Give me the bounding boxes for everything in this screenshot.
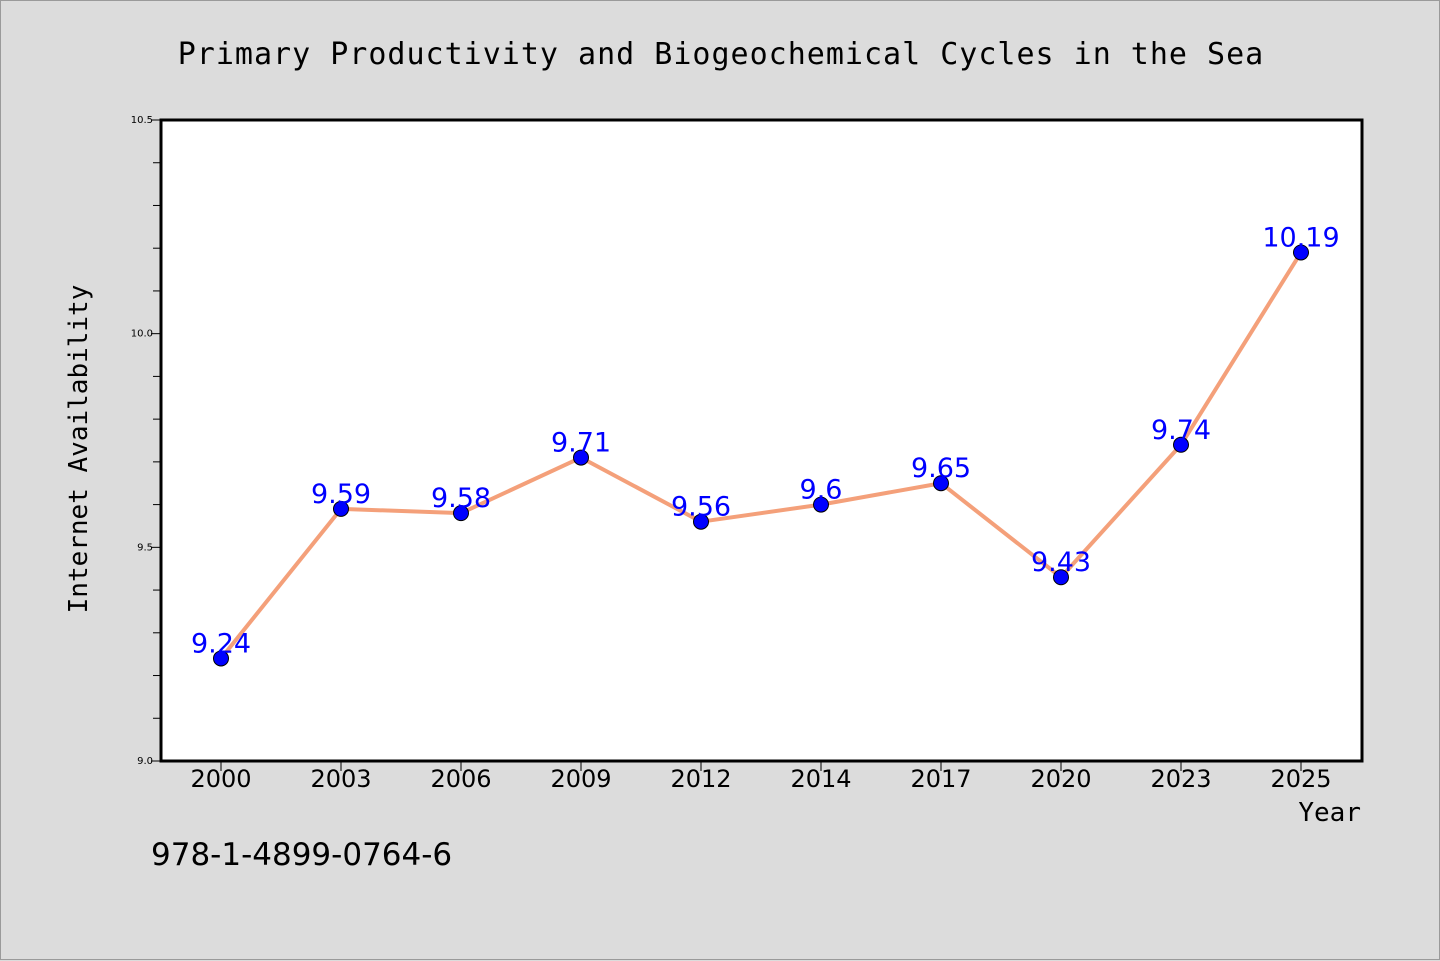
data-point	[933, 475, 949, 492]
x-tick-label: 2023	[1150, 765, 1211, 793]
data-point	[333, 500, 349, 517]
isbn-text: 978-1-4899-0764-6	[151, 837, 452, 873]
data-label: 9.74	[1151, 415, 1211, 446]
y-tick-label: 10.5	[131, 115, 153, 126]
plot-area	[159, 118, 1364, 763]
data-label: 9.56	[671, 492, 731, 523]
data-label: 10.19	[1262, 222, 1339, 253]
data-point	[1053, 569, 1069, 586]
x-tick-label: 2025	[1270, 765, 1331, 793]
data-point	[813, 496, 829, 513]
x-tick-label: 2009	[550, 765, 611, 793]
y-axis: 9.0 9.5 10.0 10.5	[131, 115, 161, 767]
x-tick-label: 2006	[430, 765, 491, 793]
data-point	[213, 650, 229, 667]
data-point	[1173, 436, 1189, 453]
data-label: 9.58	[431, 483, 491, 514]
data-label: 9.59	[311, 479, 371, 510]
data-label: 9.43	[1031, 547, 1091, 578]
x-tick-label: 2012	[670, 765, 731, 793]
x-tick-label: 2020	[1030, 765, 1091, 793]
y-tick-label: 9.5	[137, 542, 153, 553]
data-label: 9.6	[800, 475, 843, 506]
x-tick-label: 2014	[790, 765, 851, 793]
data-point	[1293, 244, 1309, 261]
data-point	[453, 505, 469, 522]
y-tick-label: 10.0	[131, 329, 153, 340]
x-axis: 2000 2003 2006 2009 2012 2014 2017 2020 2023 2025	[190, 761, 1332, 793]
y-axis-label: Internet Availability	[64, 285, 94, 614]
chart-title: Primary Productivity and Biogeochemical …	[178, 37, 1265, 72]
x-tick-label: 2003	[310, 765, 371, 793]
x-tick-label: 2017	[910, 765, 971, 793]
data-point	[573, 449, 589, 466]
x-tick-label: 2000	[190, 765, 251, 793]
x-axis-label: Year	[1298, 798, 1361, 828]
y-tick-label: 9.0	[137, 756, 153, 767]
series-line	[219, 251, 1303, 660]
data-label: 9.24	[191, 628, 251, 659]
data-label: 9.65	[911, 453, 971, 484]
data-point	[693, 513, 709, 530]
data-label: 9.71	[551, 428, 611, 459]
data-series: 9.24 9.59 9.58 9.71 9.56 9.6 9.65 9.43 9.74 10.19	[191, 222, 1340, 667]
